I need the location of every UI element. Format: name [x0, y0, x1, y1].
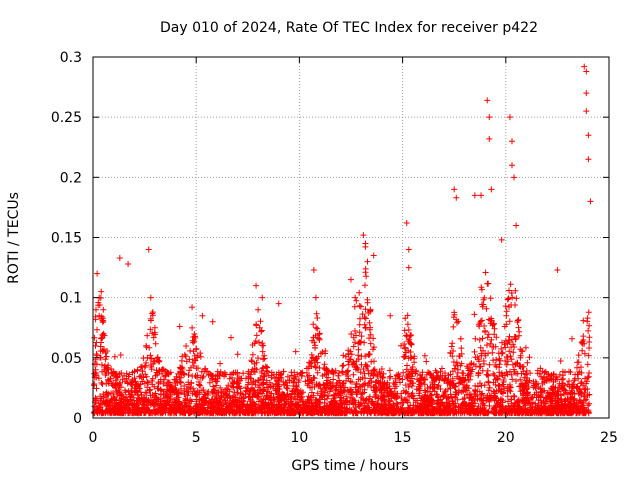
data-points	[94, 63, 594, 331]
data-point	[488, 186, 495, 193]
data-point	[98, 288, 105, 295]
data-point	[405, 264, 412, 271]
x-tick-label: 20	[497, 430, 515, 446]
observation-cloud	[91, 243, 593, 417]
data-point	[486, 114, 493, 121]
data-point	[587, 198, 594, 205]
data-point	[94, 270, 101, 277]
x-axis-label: GPS time / hours	[291, 458, 408, 474]
x-tick-label: 25	[600, 430, 618, 446]
data-point	[585, 156, 592, 163]
data-point	[478, 192, 485, 199]
plot-area-frame	[92, 56, 610, 419]
y-tick-label: 0.05	[51, 351, 82, 367]
data-point	[508, 138, 515, 145]
data-point	[583, 108, 590, 115]
data-point	[583, 68, 590, 75]
data-point	[176, 323, 183, 330]
data-point	[405, 246, 412, 253]
data-point	[312, 294, 319, 301]
data-point	[471, 192, 478, 199]
data-point	[360, 232, 367, 239]
data-point	[189, 304, 196, 311]
data-point	[116, 254, 123, 261]
data-point	[96, 312, 103, 319]
y-axis-label: ROTI / TECUs	[6, 192, 22, 284]
dense-observation-points	[91, 243, 593, 417]
data-point	[259, 294, 266, 301]
y-tick-label: 0.3	[60, 50, 82, 66]
data-point	[209, 318, 216, 325]
data-point	[151, 324, 158, 331]
data-point	[498, 236, 505, 243]
x-tick-label: 10	[290, 430, 308, 446]
y-tick-label: 0.15	[51, 231, 82, 247]
data-point	[554, 266, 561, 273]
data-point	[585, 132, 592, 139]
data-point	[506, 114, 513, 121]
data-point	[486, 135, 493, 142]
y-tick-label: 0.2	[60, 170, 82, 186]
x-tick-label: 0	[89, 430, 98, 446]
data-point	[275, 300, 282, 307]
data-point	[581, 63, 588, 70]
data-point	[511, 174, 518, 181]
grid-lines	[93, 57, 609, 418]
data-point	[403, 220, 410, 227]
x-tick-label: 15	[394, 430, 412, 446]
data-point	[352, 294, 359, 301]
data-point	[145, 246, 152, 253]
chart-title: Day 010 of 2024, Rate Of TEC Index for r…	[160, 20, 538, 36]
data-point	[255, 306, 262, 313]
data-point	[348, 276, 354, 283]
y-tick-label: 0.25	[51, 110, 82, 126]
data-point	[484, 97, 491, 104]
x-tick-label: 5	[192, 430, 201, 446]
data-point	[387, 312, 394, 319]
data-point	[508, 162, 515, 169]
data-point	[583, 90, 590, 97]
data-point	[310, 266, 317, 273]
data-point	[253, 282, 260, 289]
data-point	[199, 312, 206, 319]
y-tick-label: 0.1	[60, 291, 82, 307]
data-point	[362, 240, 369, 247]
data-point	[100, 306, 107, 313]
data-point	[451, 186, 458, 193]
data-point	[453, 194, 460, 201]
data-point	[370, 252, 377, 259]
data-point	[513, 222, 520, 229]
data-point	[364, 258, 371, 265]
data-point	[125, 260, 132, 267]
data-point	[149, 309, 156, 316]
y-tick-label: 0	[73, 411, 82, 427]
data-point	[147, 294, 154, 301]
axis-ticks: 0 0.05 0.1 0.15 0.2 0.25 0.3 0 5 10 15 20 25	[51, 50, 618, 446]
